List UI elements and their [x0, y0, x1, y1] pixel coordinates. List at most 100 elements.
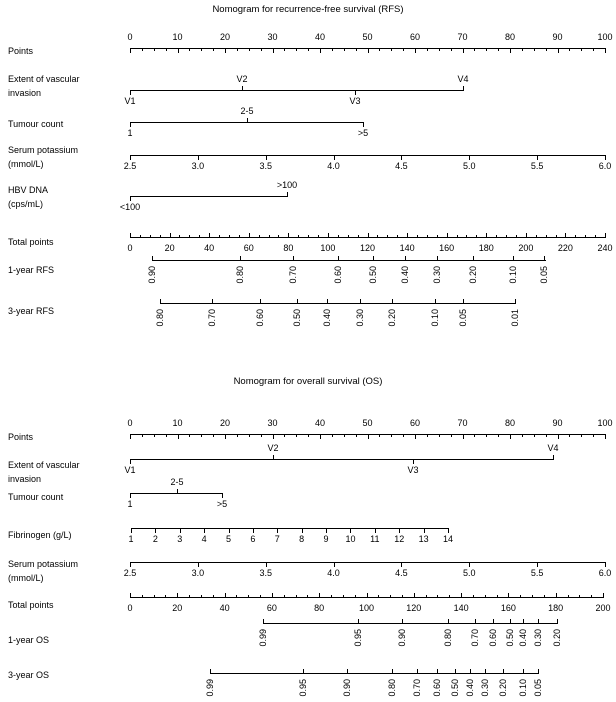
os-points-axis-tick-label: 50 [362, 418, 373, 428]
os-fibrinogen-axis-tick-label: 1 [128, 534, 134, 544]
os-fibrinogen-axis-tick-label: 11 [370, 534, 380, 544]
rfs-points-axis-tick [237, 49, 238, 51]
rfs-total-points-axis-tick [358, 235, 359, 237]
os-3yr-axis-tick [538, 669, 539, 673]
os-1yr-axis-tick [493, 619, 494, 623]
os-points-axis-tick [130, 435, 131, 439]
os-1yr-axis-tick [358, 619, 359, 623]
rfs-1yr-axis-tick-label: 0.20 [468, 266, 478, 284]
os-points-axis-tick [189, 435, 190, 437]
rfs-total-points-axis-tick-label: 180 [478, 243, 494, 253]
rfs-points-axis-tick [178, 49, 179, 53]
rfs-points-axis-tick [296, 49, 297, 51]
rfs-total-points-axis-tick [249, 233, 250, 237]
os-points-axis-tick [379, 435, 380, 437]
rfs-total-points-axis-tick-label: 0 [127, 243, 133, 253]
rfs-vascular-invasion-axis-tick [130, 91, 131, 95]
rfs-total-points-axis-tick [457, 235, 458, 237]
os-points-axis-tick [546, 435, 547, 437]
rfs-points-axis-line [130, 48, 606, 49]
rfs-points-axis-label: Points [8, 46, 34, 56]
os-3yr-axis-tick-label: 0.60 [432, 679, 442, 697]
rfs-points-axis-tick [284, 49, 285, 51]
os-total-points-axis-tick-label: 100 [358, 603, 375, 613]
os-3yr-axis-label: 3-year OS [8, 670, 50, 680]
rfs-serum-potassium-axis-tick-label: 2.5 [123, 161, 137, 171]
os-points-axis-tick [154, 435, 155, 437]
os-1yr-axis-tick-label: 0.20 [552, 629, 562, 647]
os-points-axis-tick-label: 40 [314, 418, 326, 428]
rfs-1yr-axis-tick-label: 0.30 [432, 266, 442, 284]
os-points-axis-tick [534, 435, 535, 437]
os-fibrinogen-axis-tick [448, 529, 449, 533]
rfs-total-points-axis-tick [348, 235, 349, 237]
os-points-axis-tick [320, 435, 321, 439]
rfs-3yr-axis-tick [327, 299, 328, 303]
os-1yr-axis-tick [523, 619, 524, 623]
os-points-axis-tick [427, 435, 428, 437]
rfs-total-points-axis-tick [447, 233, 448, 237]
os-vascular-invasion-axis-tick [553, 455, 554, 459]
rfs-1yr-axis-tick-label: 0.10 [508, 266, 518, 284]
rfs-points-axis-tick [166, 49, 167, 51]
os-3yr-axis-tick [417, 669, 418, 673]
os-1yr-axis-tick [263, 619, 264, 623]
os-3yr-axis-tick-label: 0.30 [480, 679, 490, 697]
os-serum-potassium-axis-tick-label: 5.5 [530, 568, 544, 578]
os-tumour-count-axis-tick-label: >5 [216, 499, 228, 509]
os-points-axis-tick [593, 435, 594, 437]
rfs-points-axis-tick [427, 49, 428, 51]
rfs-total-points-axis-tick [427, 235, 428, 237]
rfs-total-points-axis-tick [605, 233, 606, 237]
os-1yr-axis-tick [538, 619, 539, 623]
rfs-points-axis-tick [130, 49, 131, 53]
rfs-points-axis-tick-label: 40 [314, 32, 326, 42]
rfs-total-points-axis-tick [140, 235, 141, 237]
rfs-3yr-axis-tick-label: 0.80 [155, 309, 165, 327]
os-points-axis-tick [451, 435, 452, 437]
os-3yr-axis-tick-label: 0.80 [387, 679, 397, 697]
rfs-points-axis-tick [522, 49, 523, 51]
os-fibrinogen-axis-tick-label: 13 [418, 534, 429, 544]
rfs-total-points-axis-tick [338, 235, 339, 237]
rfs-total-points-axis-tick [377, 235, 378, 237]
os-serum-potassium-axis-tick-label: 4.5 [395, 568, 408, 578]
os-points-axis-tick [201, 435, 202, 437]
os-serum-potassium-axis-tick [334, 563, 335, 567]
rfs-total-points-axis-tick [278, 235, 279, 237]
os-total-points-axis-tick [461, 593, 462, 597]
rfs-3yr-axis-tick [392, 299, 393, 303]
rfs-hbv-dna-axis-line [130, 196, 288, 197]
rfs-points-axis-tick [391, 49, 392, 51]
rfs-1yr-axis-tick-label: 0.40 [400, 266, 410, 284]
rfs-serum-potassium-axis-tick [469, 156, 470, 160]
rfs-1yr-axis-tick [544, 256, 545, 260]
rfs-serum-potassium-axis-tick [401, 156, 402, 160]
rfs-3yr-axis-tick-label: 0.30 [355, 309, 365, 327]
os-points-axis-tick [486, 435, 487, 437]
os-fibrinogen-axis-tick [424, 529, 425, 533]
rfs-1yr-axis-tick [437, 256, 438, 260]
os-total-points-axis-tick [248, 595, 249, 597]
rfs-total-points-axis-tick [437, 235, 438, 237]
os-total-points-axis-tick [390, 595, 391, 597]
rfs-1yr-axis-tick [373, 256, 374, 260]
rfs-total-points-axis-tick [229, 235, 230, 237]
os-vascular-invasion-axis-tick-label: V3 [407, 465, 419, 475]
os-fibrinogen-axis-tick [131, 529, 132, 533]
os-1yr-axis-tick-label: 0.30 [533, 629, 543, 647]
rfs-hbv-dna-axis-tick-label: <100 [119, 202, 141, 212]
os-points-axis-tick [261, 435, 262, 437]
rfs-3yr-axis-tick [515, 299, 516, 303]
rfs-total-points-axis-tick [397, 235, 398, 237]
rfs-points-axis-tick-label: 10 [172, 32, 183, 42]
rfs-total-points-axis-tick [476, 235, 477, 237]
os-points-axis-tick [213, 435, 214, 437]
rfs-tumour-count-axis-label: Tumour count [8, 119, 64, 129]
os-fibrinogen-axis-tick [180, 529, 181, 533]
rfs-points-axis-tick [320, 49, 321, 53]
rfs-points-axis-tick [605, 49, 606, 53]
rfs-total-points-axis-tick [308, 235, 309, 237]
os-3yr-axis-tick [485, 669, 486, 673]
os-points-axis-tick-label: 0 [127, 418, 133, 428]
